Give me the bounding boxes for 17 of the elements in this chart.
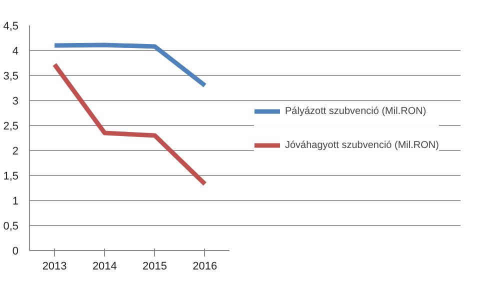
y-tick-label: 0,5 [3, 220, 19, 232]
legend-label: Pályázott szubvenció (Mil.RON) [285, 106, 426, 116]
x-tick-label: 2013 [42, 260, 67, 272]
y-tick-label: 2 [12, 146, 19, 158]
x-tick-label: 2015 [142, 260, 168, 272]
y-tick-label: 0 [12, 246, 19, 258]
line-series [52, 62, 208, 186]
y-tick-label: 1,5 [3, 170, 19, 182]
y-tick-label: 3 [12, 96, 19, 108]
y-tick-label: 2,5 [3, 120, 19, 132]
legend-label: Jóváhagyott szubvenció (Mil.RON) [285, 140, 439, 150]
y-tick-label: 4,5 [3, 20, 19, 32]
y-tick-label: 1 [12, 196, 19, 208]
y-tick-label: 4 [12, 46, 19, 58]
x-tick-label: 2014 [92, 260, 117, 272]
x-tick-label: 2016 [192, 260, 218, 272]
y-tick-label: 3,5 [3, 70, 19, 82]
